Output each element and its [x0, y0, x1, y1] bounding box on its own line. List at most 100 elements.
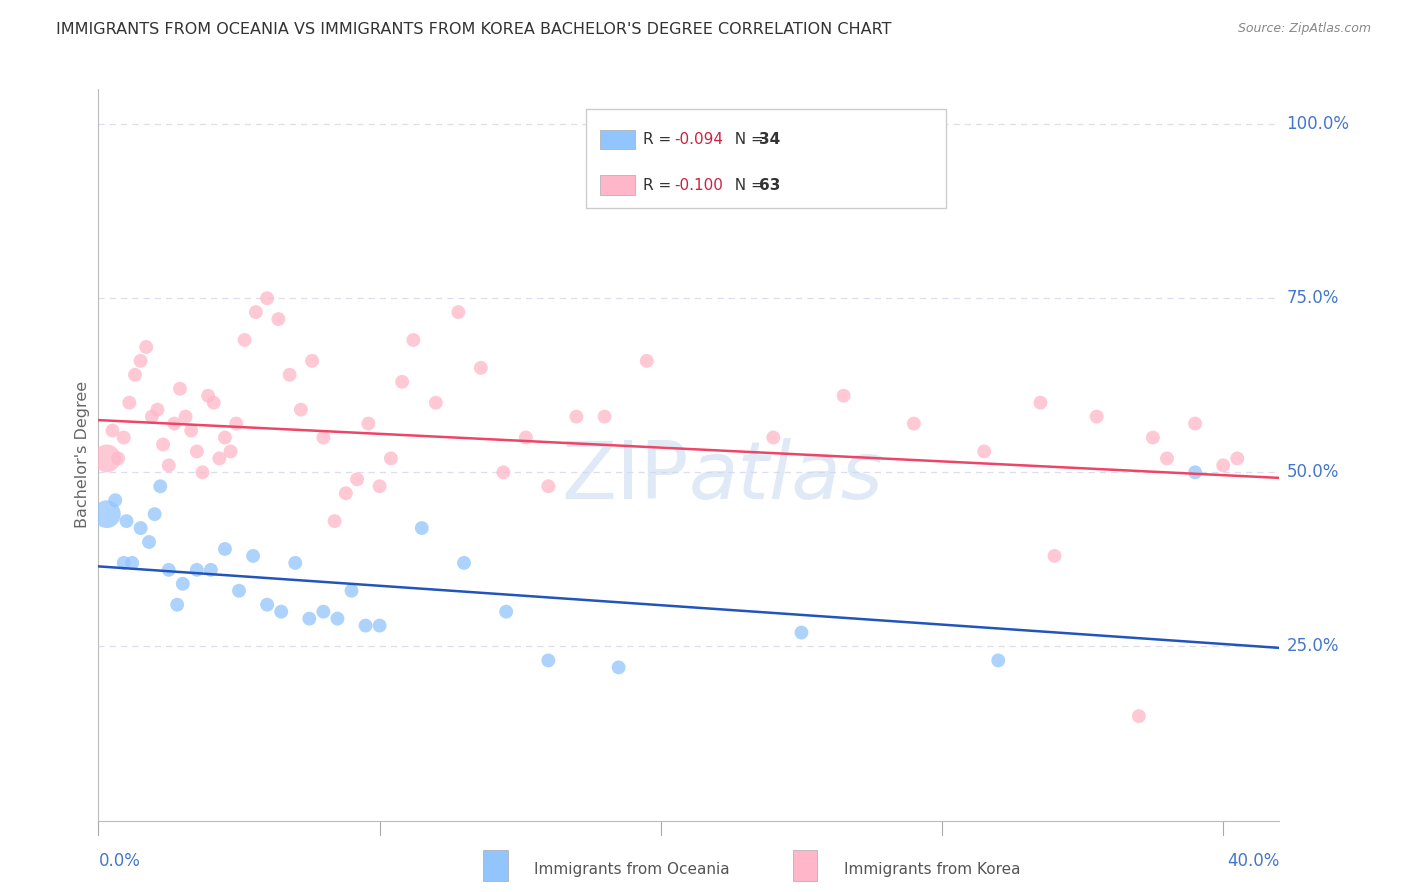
Point [1156, 451, 1178, 466]
Point [326, 612, 349, 626]
Text: 50.0%: 50.0% [1286, 463, 1339, 482]
Point [157, 563, 180, 577]
Point [225, 417, 247, 431]
Point [762, 430, 785, 444]
Point [278, 368, 301, 382]
Text: R =: R = [644, 178, 676, 193]
Point [1184, 417, 1206, 431]
Point [149, 479, 172, 493]
Point [565, 409, 588, 424]
Point [118, 395, 141, 409]
Point [1029, 395, 1052, 409]
Point [256, 598, 278, 612]
Point [301, 354, 323, 368]
Point [515, 430, 537, 444]
Point [146, 402, 169, 417]
Point [267, 312, 290, 326]
Text: 100.0%: 100.0% [1286, 115, 1350, 133]
Text: IMMIGRANTS FROM OCEANIA VS IMMIGRANTS FROM KOREA BACHELOR'S DEGREE CORRELATION C: IMMIGRANTS FROM OCEANIA VS IMMIGRANTS FR… [56, 22, 891, 37]
Point [411, 521, 433, 535]
Point [312, 430, 335, 444]
Point [186, 563, 208, 577]
Point [163, 417, 186, 431]
Point [354, 618, 377, 632]
Point [233, 333, 256, 347]
Point [197, 389, 219, 403]
Point [903, 417, 925, 431]
Point [186, 444, 208, 458]
Point [692, 186, 714, 201]
Point [425, 395, 447, 409]
Point [200, 563, 222, 577]
Point [202, 395, 225, 409]
Point [270, 605, 292, 619]
Y-axis label: Bachelor's Degree: Bachelor's Degree [75, 382, 90, 528]
Point [323, 514, 346, 528]
Point [166, 598, 188, 612]
Point [380, 451, 402, 466]
Point [1226, 451, 1249, 466]
Point [214, 541, 236, 556]
Point [1184, 466, 1206, 480]
Point [470, 360, 492, 375]
Point [636, 354, 658, 368]
Text: Immigrants from Oceania: Immigrants from Oceania [534, 863, 730, 877]
Point [96, 507, 118, 521]
Point [1142, 430, 1164, 444]
Point [284, 556, 307, 570]
Text: atlas: atlas [689, 438, 884, 516]
Text: Immigrants from Korea: Immigrants from Korea [844, 863, 1021, 877]
Point [346, 472, 368, 486]
Point [593, 409, 616, 424]
Point [537, 653, 560, 667]
Point [391, 375, 413, 389]
Point [96, 451, 118, 466]
Point [138, 535, 160, 549]
Point [245, 305, 267, 319]
Point [112, 430, 135, 444]
Text: 0.0%: 0.0% [98, 852, 141, 870]
Text: R =: R = [644, 132, 676, 147]
Point [368, 618, 391, 632]
Point [112, 556, 135, 570]
Point [143, 507, 166, 521]
Text: N =: N = [725, 178, 769, 193]
Text: 75.0%: 75.0% [1286, 289, 1339, 307]
Point [357, 417, 380, 431]
Point [1085, 409, 1108, 424]
Point [121, 556, 143, 570]
Point [607, 660, 630, 674]
Point [1043, 549, 1066, 563]
Point [228, 583, 250, 598]
Point [124, 368, 146, 382]
Text: -0.094: -0.094 [675, 132, 723, 147]
Point [312, 605, 335, 619]
Text: 40.0%: 40.0% [1227, 852, 1279, 870]
Point [790, 625, 813, 640]
Point [973, 444, 995, 458]
Text: 34: 34 [759, 132, 780, 147]
Point [208, 451, 231, 466]
Point [129, 354, 152, 368]
Point [290, 402, 312, 417]
Point [107, 451, 129, 466]
Text: ZIP: ZIP [561, 438, 689, 516]
Point [191, 466, 214, 480]
Point [129, 521, 152, 535]
Point [180, 424, 202, 438]
Point [495, 605, 517, 619]
Point [214, 430, 236, 444]
Point [402, 333, 425, 347]
Point [157, 458, 180, 473]
Text: Source: ZipAtlas.com: Source: ZipAtlas.com [1237, 22, 1371, 36]
Point [492, 466, 515, 480]
Point [832, 389, 855, 403]
Point [987, 653, 1010, 667]
Point [152, 437, 174, 451]
Point [101, 424, 124, 438]
Point [174, 409, 197, 424]
Point [242, 549, 264, 563]
Point [1212, 458, 1234, 473]
Point [537, 479, 560, 493]
Point [104, 493, 127, 508]
